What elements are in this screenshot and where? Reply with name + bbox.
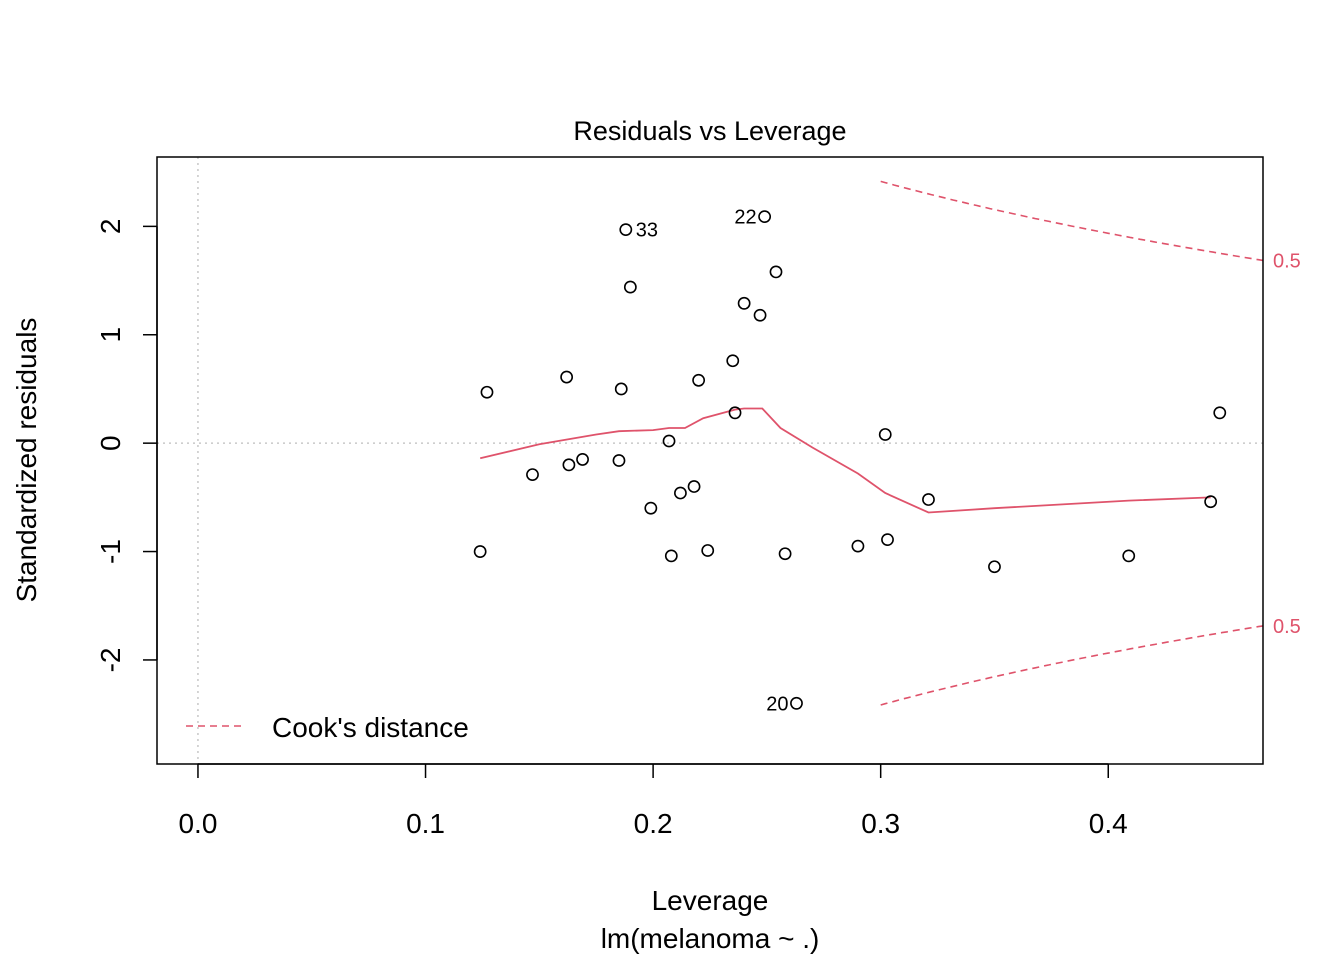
data-point xyxy=(562,458,576,472)
data-point xyxy=(644,501,658,515)
data-point xyxy=(560,370,574,384)
data-point xyxy=(1122,549,1136,563)
cooks-distance-contours: 0.5 0.5 xyxy=(880,180,1301,706)
data-point xyxy=(726,354,740,368)
data-point xyxy=(769,265,783,279)
data-point xyxy=(1204,495,1218,509)
y-tick-label: -1 xyxy=(95,539,126,564)
point-label: 20 xyxy=(766,693,788,715)
cooks-contour-upper xyxy=(880,180,1264,262)
plot-frame xyxy=(156,156,1264,765)
data-point xyxy=(612,454,626,467)
point-label: 33 xyxy=(636,220,658,242)
data-point xyxy=(728,406,742,420)
data-point xyxy=(526,468,539,481)
data-point xyxy=(674,486,687,500)
y-tick-label: 1 xyxy=(95,327,126,343)
point-labels-group: 33 22 20 xyxy=(636,207,789,716)
y-tick-label: -2 xyxy=(95,647,126,672)
x-tick-label: 0.3 xyxy=(861,808,900,839)
data-point xyxy=(737,296,751,310)
data-point xyxy=(878,428,892,441)
y-tick-label: 0 xyxy=(95,435,126,451)
legend: Cook's distance xyxy=(186,712,469,743)
data-point xyxy=(473,545,487,558)
data-point xyxy=(881,533,894,547)
chart-title: Residuals vs Leverage xyxy=(573,116,846,146)
data-point xyxy=(662,434,676,448)
data-point xyxy=(758,210,772,224)
x-tick-label: 0.2 xyxy=(634,808,673,839)
data-point xyxy=(619,223,633,237)
cooks-contour-label-upper: 0.5 xyxy=(1273,250,1301,272)
y-tick-label: 2 xyxy=(95,219,126,235)
x-tick-label: 0.0 xyxy=(178,808,217,839)
x-axis-label: Leverage xyxy=(652,885,769,916)
data-point xyxy=(790,696,803,710)
data-point xyxy=(692,373,706,387)
data-point xyxy=(480,385,494,399)
smoother-group xyxy=(479,407,1211,514)
data-point xyxy=(687,480,701,493)
legend-label: Cook's distance xyxy=(272,712,469,743)
y-axis: -2 -1 0 1 2 xyxy=(95,219,158,672)
data-point xyxy=(753,308,767,322)
point-label: 22 xyxy=(734,207,756,229)
data-point xyxy=(778,547,792,561)
data-point xyxy=(664,549,678,563)
points-group xyxy=(473,210,1227,710)
data-point xyxy=(623,280,637,294)
x-axis: 0.0 0.1 0.2 0.3 0.4 xyxy=(178,763,1128,839)
smoother-line xyxy=(479,407,1211,514)
data-point xyxy=(614,382,628,396)
cooks-contour-lower xyxy=(880,625,1264,706)
data-point xyxy=(576,453,589,466)
data-point xyxy=(1213,406,1227,420)
data-point xyxy=(851,539,865,553)
data-point xyxy=(701,544,715,557)
y-axis-label: Standardized residuals xyxy=(11,318,42,603)
x-tick-label: 0.4 xyxy=(1089,808,1128,839)
cooks-contour-label-lower: 0.5 xyxy=(1273,616,1301,638)
x-tick-label: 0.1 xyxy=(406,808,445,839)
model-subtitle: lm(melanoma ~ .) xyxy=(601,923,820,954)
data-point xyxy=(922,493,935,506)
reference-lines xyxy=(157,157,1263,764)
data-point xyxy=(988,560,1001,574)
